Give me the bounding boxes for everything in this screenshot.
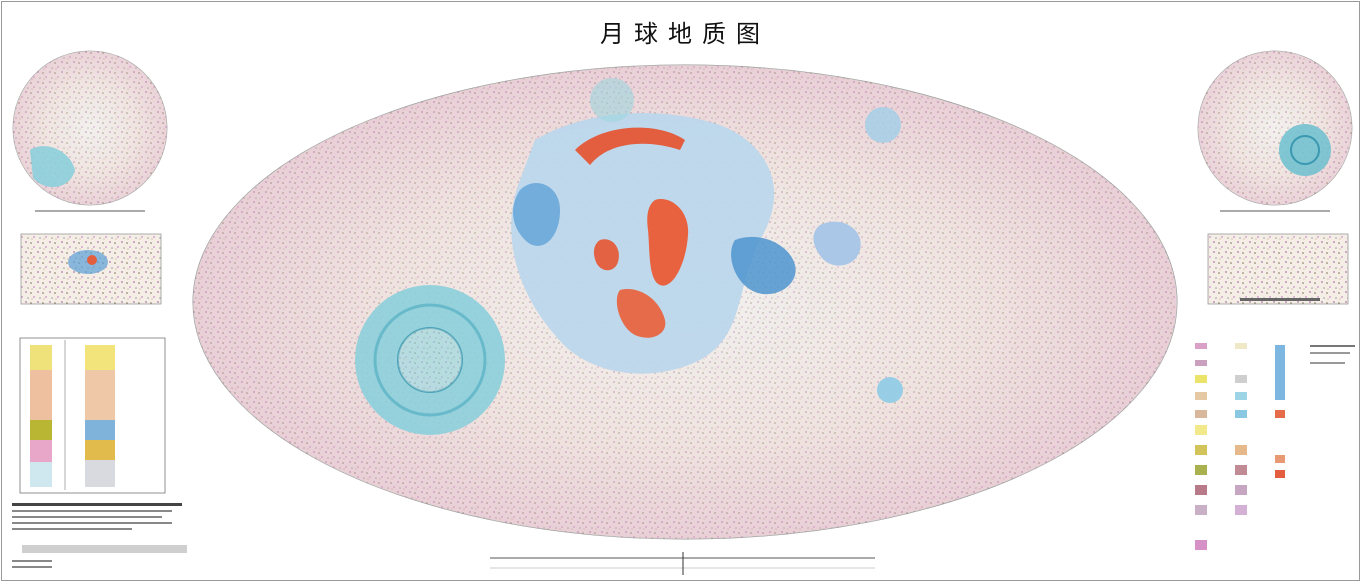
left-strip-volcanic (87, 255, 97, 265)
strat-col2-unit-2 (85, 370, 115, 420)
strat-unit-5 (30, 462, 52, 487)
right-hemisphere-texture (1198, 51, 1352, 205)
volcanic-zone-south (616, 289, 666, 338)
strat-col2-unit-4 (85, 440, 115, 460)
right-inset-basin (1279, 124, 1331, 176)
right-legend (1195, 343, 1355, 550)
strat-col2-unit-3 (85, 420, 115, 440)
volcanic-zone-center (647, 199, 689, 286)
volcanic-spot-west (593, 239, 619, 271)
near-side-maria (511, 113, 775, 374)
right-strip-inset (1207, 233, 1349, 305)
left-inset-basin (30, 146, 75, 188)
mare-crisium (813, 221, 861, 266)
bottom-scale-bar (490, 552, 875, 575)
strat-col2-unit-5 (85, 460, 115, 487)
strat-col2-unit-1 (85, 345, 115, 370)
basin-north (590, 78, 634, 122)
map-title: 月球地质图 (600, 20, 770, 48)
right-strip-scale (1240, 298, 1320, 301)
orientale-ring-outer (373, 303, 487, 417)
basin-south-east (877, 377, 903, 403)
mare-imbrium-dark (513, 182, 560, 246)
strat-unit-3 (30, 420, 52, 440)
strat-unit-1 (30, 345, 52, 370)
strat-unit-2 (30, 370, 52, 420)
orientale-texture (398, 328, 462, 392)
left-notes-block (12, 503, 187, 568)
right-inset-basin-ring (1290, 135, 1320, 165)
volcanic-arc-north (575, 127, 685, 165)
basin-north-east (865, 107, 901, 143)
strat-unit-4 (30, 440, 52, 462)
left-hemisphere-texture (13, 51, 167, 205)
mare-dark-east (731, 236, 796, 295)
